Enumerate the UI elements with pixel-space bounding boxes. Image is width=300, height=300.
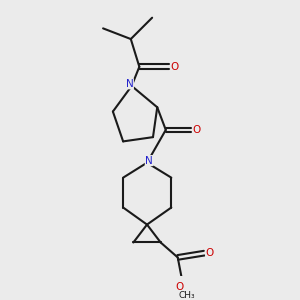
Text: O: O	[193, 125, 201, 135]
Text: O: O	[176, 282, 184, 292]
Text: N: N	[126, 79, 134, 89]
Text: O: O	[171, 62, 179, 72]
Text: O: O	[206, 248, 214, 258]
Text: N: N	[145, 156, 153, 166]
Text: CH₃: CH₃	[179, 291, 195, 300]
